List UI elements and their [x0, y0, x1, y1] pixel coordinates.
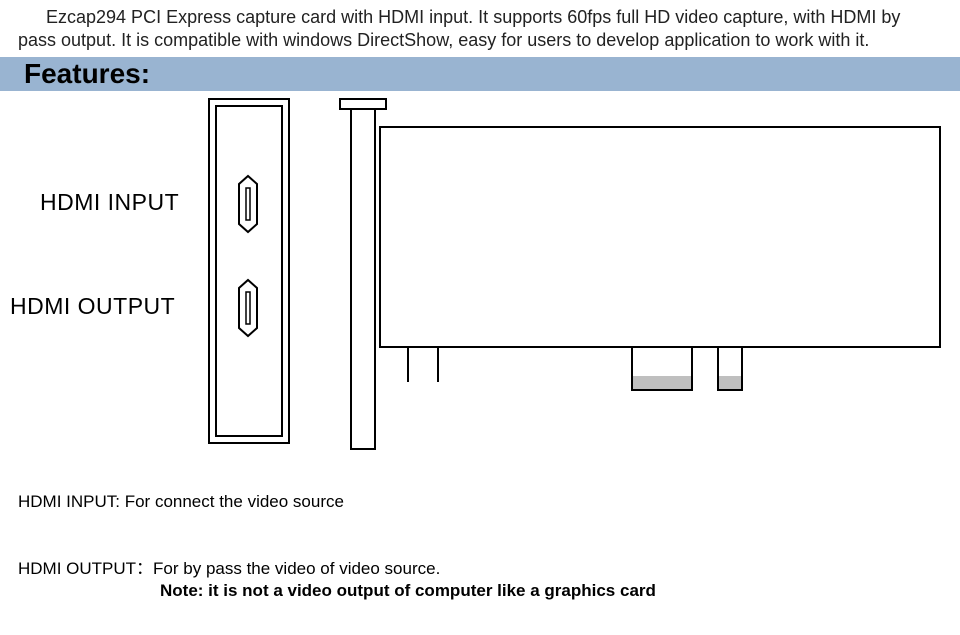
hdmi-output-description: HDMI OUTPUT：For by pass the video of vid… — [18, 554, 440, 579]
features-heading: Features: — [0, 57, 960, 91]
hdmi-output-label: HDMI OUTPUT — [10, 293, 175, 320]
hdmi-input-label: HDMI INPUT — [40, 189, 179, 216]
hdmi-input-description: HDMI INPUT: For connect the video source — [18, 492, 344, 512]
card-diagram: HDMI INPUT HDMI OUTPUT — [0, 91, 960, 451]
intro-paragraph: Ezcap294 PCI Express capture card with H… — [18, 6, 942, 53]
card-svg — [0, 91, 960, 451]
note-text: Note: it is not a video output of comput… — [160, 581, 656, 601]
